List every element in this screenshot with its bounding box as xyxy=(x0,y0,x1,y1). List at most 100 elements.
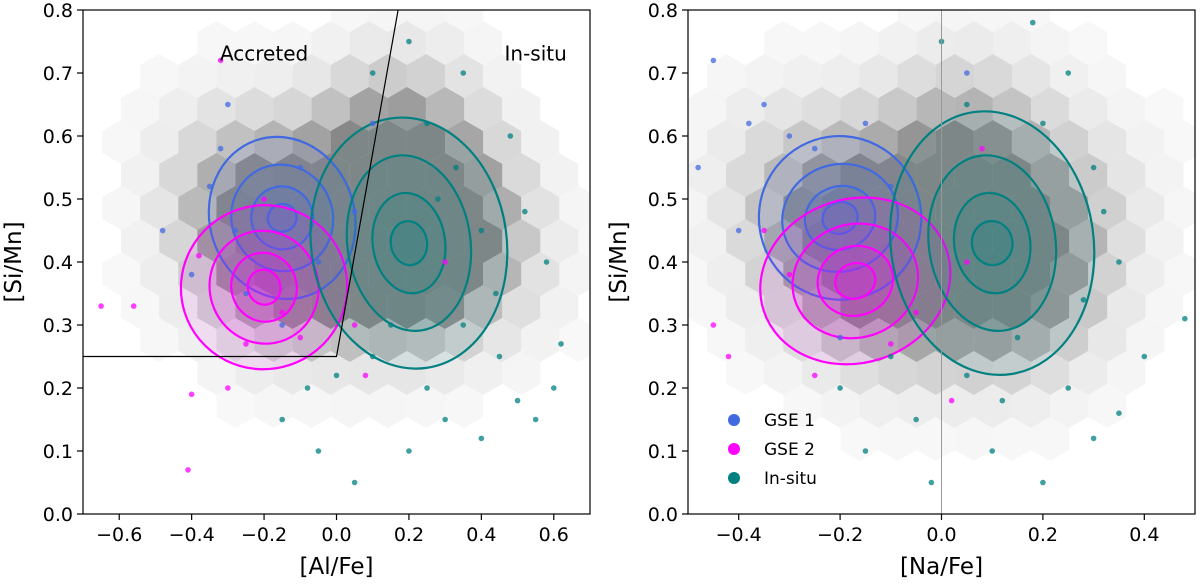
density-hex xyxy=(273,87,312,131)
density-hex xyxy=(159,87,198,131)
data-point xyxy=(196,252,202,259)
hexbin-density xyxy=(121,10,590,395)
y-tick-label: 0.3 xyxy=(648,315,678,337)
density-hex xyxy=(1145,219,1184,263)
data-point xyxy=(333,372,340,379)
density-hex xyxy=(197,87,236,131)
data-point xyxy=(1116,410,1122,417)
density-hex xyxy=(783,186,822,230)
data-point xyxy=(710,322,717,328)
x-tick-label: 0.2 xyxy=(1028,524,1058,546)
density-hex xyxy=(802,351,841,395)
data-point xyxy=(185,467,191,473)
density-hex xyxy=(254,54,293,98)
density-hex xyxy=(935,318,974,362)
density-hex xyxy=(330,318,369,362)
density-hex xyxy=(1107,285,1146,329)
contour-fill xyxy=(372,192,446,294)
data-point xyxy=(225,385,231,391)
y-tick-label: 0.8 xyxy=(648,0,678,22)
data-point xyxy=(206,183,213,190)
density-hex xyxy=(425,153,465,197)
data-point xyxy=(862,120,869,127)
y-tick-label: 0.4 xyxy=(43,252,73,274)
density-hex xyxy=(688,186,708,230)
contours-gse-2 xyxy=(759,196,952,366)
contour-fill xyxy=(390,221,428,266)
density-hex xyxy=(406,318,445,362)
data-point xyxy=(232,227,238,234)
data-point xyxy=(478,227,485,234)
density-hex xyxy=(1050,186,1089,230)
density-hex xyxy=(859,54,898,98)
density-hex xyxy=(483,120,522,164)
density-hex xyxy=(235,87,274,131)
data-point xyxy=(989,448,995,454)
density-hex xyxy=(783,120,822,164)
data-point xyxy=(442,259,448,265)
division-line xyxy=(83,10,399,358)
density-hex xyxy=(140,186,179,230)
y-tick-label: 0.5 xyxy=(43,189,73,211)
density-hex xyxy=(878,21,917,65)
data-point xyxy=(243,290,249,297)
y-tick-label: 0.7 xyxy=(648,63,678,85)
data-point xyxy=(1090,435,1097,442)
data-point xyxy=(217,57,224,64)
points-in-situ xyxy=(279,38,564,486)
density-hex xyxy=(821,120,860,164)
contour-fill xyxy=(792,223,919,339)
density-hex xyxy=(726,153,765,197)
density-hex xyxy=(368,54,407,98)
density-hex xyxy=(387,285,426,329)
data-point xyxy=(1141,353,1148,360)
data-point xyxy=(1182,315,1188,322)
data-point xyxy=(279,322,285,328)
density-hex xyxy=(821,54,860,98)
points-in-situ xyxy=(837,19,1188,486)
density-hex xyxy=(1069,351,1108,395)
data-point xyxy=(297,334,304,341)
density-hex xyxy=(802,285,841,329)
contour-fill xyxy=(928,155,1057,331)
y-tick-label: 0.6 xyxy=(648,126,678,148)
density-hex xyxy=(387,153,426,197)
data-point xyxy=(746,120,752,127)
x-tick-label: −0.2 xyxy=(817,524,863,546)
density-hex xyxy=(840,87,879,131)
contours-gse-2 xyxy=(179,204,349,371)
contour-fill xyxy=(247,269,281,305)
data-point xyxy=(999,397,1006,404)
density-hex xyxy=(1011,252,1050,296)
density-hex xyxy=(745,120,784,164)
density-hex xyxy=(368,186,407,230)
x-tick-label: −0.4 xyxy=(169,524,215,546)
data-point xyxy=(225,101,231,108)
density-hex xyxy=(349,21,388,65)
y-tick-label: 0.6 xyxy=(43,126,73,148)
x-tick-label: 0.2 xyxy=(394,524,424,546)
contour-line xyxy=(207,135,357,301)
density-hex xyxy=(502,153,541,197)
density-hex xyxy=(387,219,426,263)
data-point xyxy=(406,38,412,45)
density-hex xyxy=(821,384,860,428)
data-point xyxy=(478,435,485,442)
density-hex xyxy=(973,54,1012,98)
y-tick-label: 0.7 xyxy=(43,63,73,85)
density-hex xyxy=(783,54,822,98)
density-hex xyxy=(897,120,936,164)
density-hex xyxy=(311,21,350,65)
data-point xyxy=(279,416,285,423)
data-point xyxy=(948,397,955,404)
density-hex xyxy=(1011,186,1050,230)
data-point xyxy=(761,227,767,234)
density-hex xyxy=(1030,21,1070,65)
data-point xyxy=(811,145,818,152)
x-tick-label: 0.4 xyxy=(1129,524,1159,546)
density-hex xyxy=(368,252,407,296)
contour-line xyxy=(371,191,447,295)
density-hex xyxy=(425,21,465,65)
y-axis-label: [Si/Mn] xyxy=(606,221,632,302)
data-point xyxy=(1116,259,1122,265)
